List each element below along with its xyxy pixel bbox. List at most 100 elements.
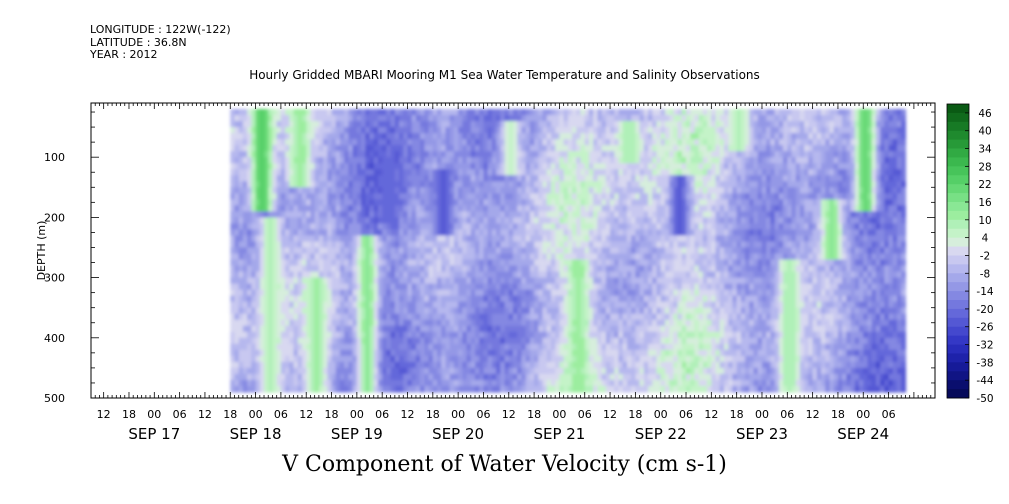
heatmap-cell (289, 373, 295, 381)
heatmap-cell (572, 325, 577, 333)
heatmap-cell (626, 235, 632, 243)
heatmap-cell (449, 205, 455, 212)
heatmap-cell (247, 313, 252, 321)
heatmap-cell (420, 229, 425, 237)
heatmap-cell (559, 121, 565, 128)
heatmap-cell (618, 301, 624, 309)
heatmap-cell (344, 271, 350, 279)
heatmap-cell (399, 229, 404, 237)
heatmap-cell (538, 127, 544, 134)
heatmap-cell (466, 241, 472, 249)
heatmap-cell (293, 217, 299, 225)
heatmap-cell (441, 373, 447, 381)
heatmap-cell (314, 199, 320, 206)
heatmap-cell (361, 277, 366, 285)
heatmap-cell (656, 193, 662, 200)
heatmap-cell (487, 175, 493, 182)
heatmap-cell (361, 331, 366, 339)
heatmap-cell (361, 211, 366, 218)
heatmap-cell (310, 175, 316, 182)
heatmap-cell (496, 253, 501, 261)
heatmap-cell (453, 361, 459, 369)
heatmap-cell (280, 349, 286, 357)
heatmap-cell (597, 361, 603, 369)
heatmap-cell (664, 193, 670, 200)
heatmap-cell (238, 343, 244, 351)
heatmap-cell (529, 373, 535, 381)
heatmap-cell (259, 121, 265, 128)
heatmap-cell (626, 385, 632, 393)
heatmap-cell (462, 109, 468, 116)
heatmap-cell (365, 115, 371, 122)
heatmap-cell (339, 259, 345, 267)
heatmap-cell (673, 367, 679, 375)
heatmap-cell (293, 367, 299, 375)
heatmap-cell (276, 343, 282, 351)
heatmap-cell (318, 199, 324, 206)
heatmap-cell (513, 265, 518, 273)
heatmap-cell (280, 361, 286, 369)
heatmap-cell (242, 187, 248, 194)
heatmap-cell (407, 313, 413, 321)
heatmap-cell (432, 127, 438, 134)
heatmap-cell (399, 211, 404, 218)
heatmap-cell (656, 211, 662, 218)
heatmap-cell (610, 169, 615, 176)
heatmap-cell (399, 349, 404, 357)
heatmap-cell (466, 229, 472, 237)
heatmap-cell (648, 325, 653, 333)
heatmap-cell (255, 271, 261, 279)
heatmap-cell (348, 235, 354, 243)
heatmap-cell (669, 379, 674, 387)
heatmap-cell (369, 127, 375, 134)
heatmap-cell (238, 289, 244, 297)
heatmap-cell (437, 361, 442, 369)
heatmap-cell (445, 319, 451, 327)
heatmap-cell (542, 301, 548, 309)
heatmap-cell (631, 229, 636, 237)
heatmap-cell (550, 115, 556, 122)
heatmap-cell (272, 289, 278, 297)
heatmap-cell (293, 205, 299, 212)
heatmap-cell (428, 193, 434, 200)
heatmap-cell (673, 295, 679, 303)
heatmap-cell (365, 355, 371, 363)
heatmap-cell (306, 169, 312, 176)
heatmap-cell (550, 121, 556, 128)
heatmap-cell (529, 343, 535, 351)
heatmap-cell (466, 277, 472, 285)
heatmap-cell (542, 343, 548, 351)
heatmap-cell (466, 193, 472, 200)
heatmap-cell (517, 343, 523, 351)
heatmap-cell (597, 355, 603, 363)
heatmap-cell (285, 271, 290, 279)
heatmap-cell (394, 133, 400, 140)
heatmap-cell (344, 289, 350, 297)
heatmap-cell (327, 235, 333, 243)
heatmap-cell (247, 211, 252, 218)
heatmap-cell (272, 283, 278, 291)
heatmap-cell (504, 121, 510, 128)
heatmap-cell (601, 361, 607, 369)
heatmap-cell (660, 187, 666, 194)
heatmap-cell (373, 271, 379, 279)
heatmap-cell (386, 367, 392, 375)
heatmap-cell (238, 121, 244, 128)
heatmap-cell (479, 247, 485, 255)
heatmap-cell (318, 277, 324, 285)
heatmap-cell (251, 295, 257, 303)
heatmap-cell (559, 289, 565, 297)
heatmap-cell (555, 367, 561, 375)
heatmap-cell (550, 175, 556, 182)
heatmap-cell (664, 265, 670, 273)
heatmap-cell (580, 109, 586, 116)
heatmap-cell (635, 259, 641, 267)
heatmap-cell (622, 343, 628, 351)
heatmap-cell (626, 223, 632, 231)
heatmap-cell (445, 385, 451, 393)
heatmap-cell (280, 109, 286, 116)
heatmap-cell (508, 217, 514, 225)
heatmap-cell (344, 127, 350, 134)
heatmap-cell (377, 313, 383, 321)
heatmap-cell (673, 175, 679, 182)
